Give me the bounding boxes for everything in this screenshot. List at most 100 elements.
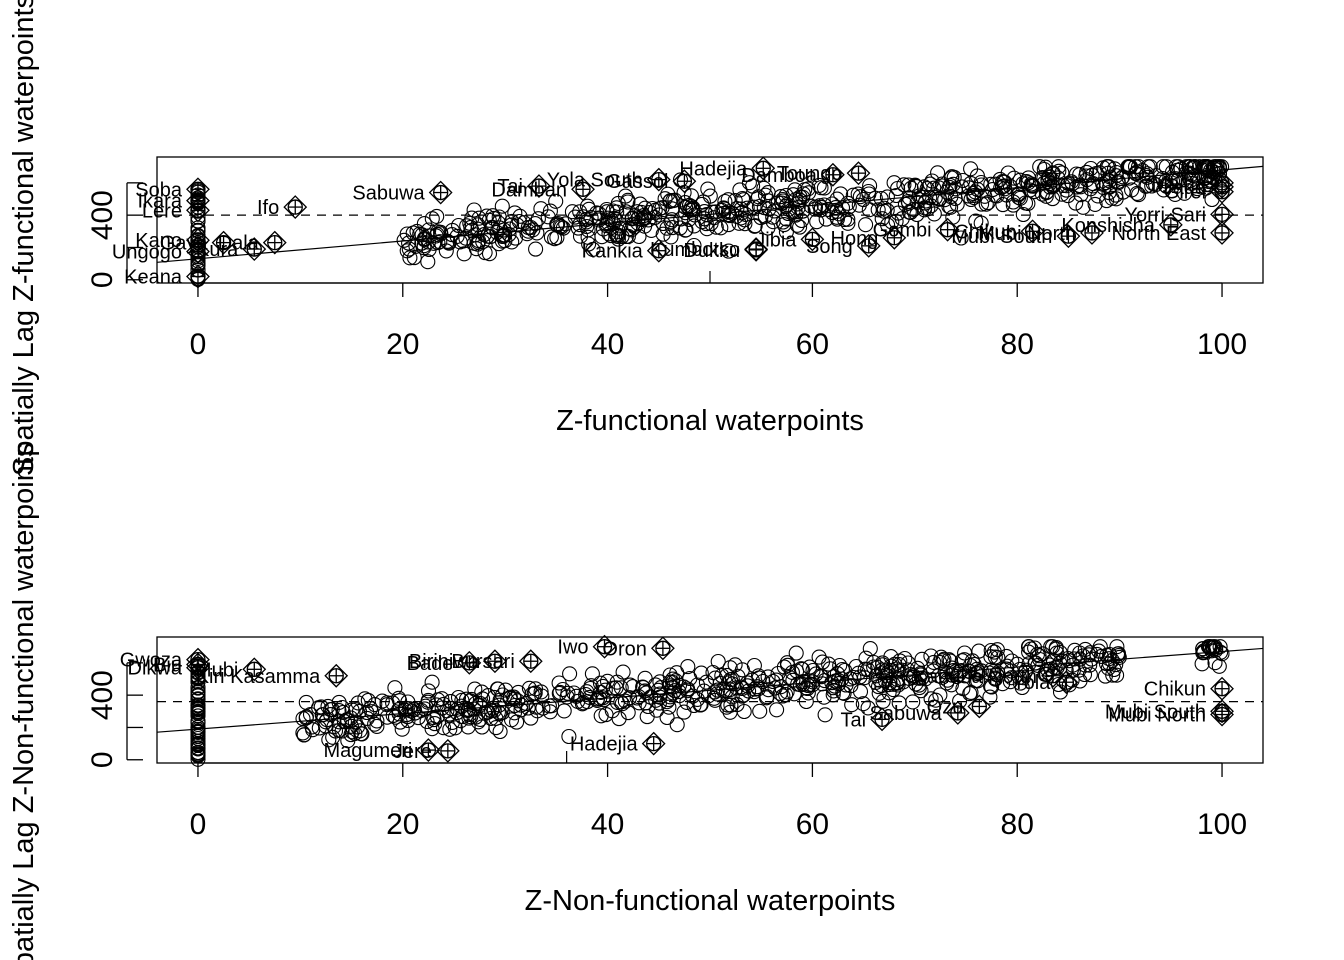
data-point: [868, 668, 884, 684]
data-point: [969, 168, 985, 184]
data-point: [858, 650, 874, 666]
influential-point: Bade: [407, 650, 482, 675]
data-point: [818, 211, 834, 227]
reference-lines-2: [156, 647, 1264, 763]
data-point: [983, 678, 999, 694]
influence-diamond-marker: [262, 230, 287, 255]
influence-diamond-marker: [744, 237, 769, 261]
influential-point: Dala: [218, 230, 287, 255]
data-point: [664, 220, 681, 236]
data-point: [542, 203, 558, 219]
data-point: [585, 241, 601, 257]
point-label: Hadejia: [570, 734, 639, 756]
data-point: [860, 662, 876, 678]
data-point: [1049, 645, 1065, 661]
influence-diamond-marker: [672, 169, 697, 194]
data-point: [582, 680, 598, 697]
data-point: [190, 697, 206, 713]
data-point: [1134, 163, 1151, 179]
data-point: [816, 180, 832, 196]
influential-point: Hadejia: [570, 731, 666, 756]
point-label: Gassol: [606, 171, 668, 193]
data-point: [1178, 159, 1194, 175]
data-point: [852, 189, 868, 205]
data-point: [727, 657, 743, 673]
data-point: [512, 208, 528, 224]
data-point: [736, 212, 753, 228]
influence-diamond-marker: [1210, 221, 1234, 245]
data-point: [479, 228, 496, 244]
data-point: [1159, 178, 1175, 194]
data-point: [579, 684, 595, 700]
data-point: [840, 215, 856, 231]
data-point: [747, 681, 763, 697]
data-point: [986, 644, 1002, 660]
data-point: [541, 698, 557, 714]
data-point: [472, 711, 488, 727]
data-point: [433, 224, 449, 240]
data-point: [647, 210, 663, 226]
point-label: Dikwa: [128, 658, 183, 680]
data-point: [870, 202, 886, 218]
data-point: [520, 700, 536, 716]
data-point: [934, 669, 950, 685]
influential-point: Gombi: [873, 217, 960, 242]
data-point: [957, 645, 973, 661]
data-point: [369, 713, 385, 729]
data-point: [620, 705, 636, 721]
point-label: Chikun: [954, 221, 1016, 243]
data-point: [907, 177, 923, 193]
data-point: [601, 226, 617, 242]
data-point: [481, 212, 497, 228]
point-label: Ozu: [927, 696, 964, 718]
data-point: [305, 722, 321, 738]
data-point: [696, 211, 713, 227]
data-point: [625, 679, 641, 695]
data-point: [1002, 674, 1018, 690]
point-label: Yola South: [547, 170, 643, 192]
data-point: [467, 681, 483, 697]
data-point: [879, 189, 895, 205]
data-point: [578, 212, 594, 228]
data-point: [775, 688, 791, 704]
influence-diamond-marker: [945, 701, 970, 725]
data-point: [911, 680, 927, 696]
data-point: [719, 699, 735, 715]
data-point: [472, 695, 488, 711]
data-point: [721, 217, 737, 233]
data-point: [862, 641, 878, 657]
data-point: [788, 645, 804, 661]
data-point: [933, 649, 949, 665]
point-label: Hadejia: [679, 158, 748, 180]
data-point: [471, 233, 487, 249]
data-point: [579, 218, 595, 235]
data-point: [527, 216, 543, 232]
data-point: [848, 658, 864, 675]
data-point: [548, 193, 564, 209]
influential-point: Gassol: [606, 169, 697, 194]
data-point: [652, 674, 668, 690]
data-point: [605, 680, 621, 696]
data-point: [767, 680, 783, 696]
influence-diamond-marker: [646, 238, 671, 263]
influence-diamond-marker: [435, 738, 460, 763]
data-point: [1068, 195, 1084, 211]
influential-point: Song: [806, 233, 881, 258]
data-point: [870, 659, 886, 676]
data-point: [889, 672, 906, 688]
influential-point: Konshisha: [1061, 212, 1183, 237]
data-point: [1073, 187, 1089, 203]
data-point: [871, 685, 887, 701]
data-point: [549, 217, 565, 233]
influential-point: Iwo: [557, 634, 617, 659]
data-point: [523, 710, 539, 726]
influence-diamond-marker: [882, 225, 907, 250]
data-point: [635, 679, 651, 695]
data-point: [934, 178, 951, 194]
data-point: [1200, 160, 1216, 176]
data-point: [402, 250, 418, 266]
data-point: [797, 182, 813, 198]
data-point: [1211, 658, 1227, 674]
data-point: [838, 677, 854, 693]
